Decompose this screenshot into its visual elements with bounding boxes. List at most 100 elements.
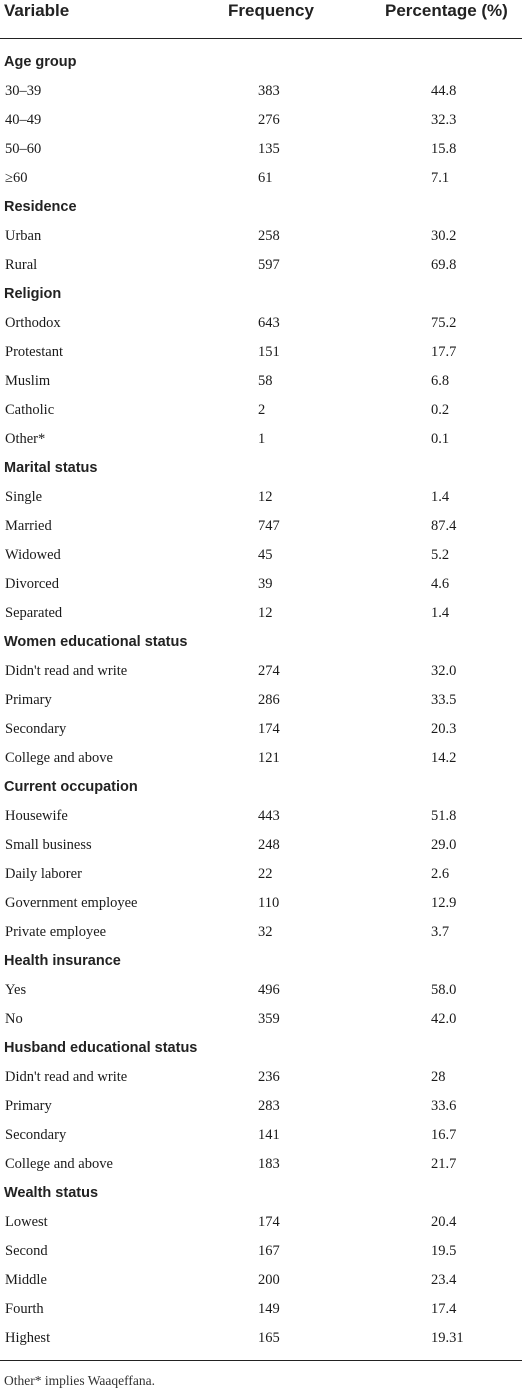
table-row: Secondary 141 16.7 [0,1122,522,1151]
percentage-cell: 32.3 [431,112,457,128]
frequency-cell: 1 [258,431,266,447]
frequency-cell: 45 [258,547,273,563]
row-label: Protestant [5,344,63,360]
row-label: Fourth [5,1301,44,1317]
header-percentage: Percentage (%) [385,1,508,20]
table-row: Urban 258 30.2 [0,223,522,252]
row-label: College and above [5,1156,113,1172]
percentage-cell: 6.8 [431,373,450,389]
table-row: College and above 121 14.2 [0,745,522,774]
table-row: Married 747 87.4 [0,513,522,542]
frequency-cell: 236 [258,1069,280,1085]
group-header-row: Residence [0,194,522,223]
table-row: ≥60 61 7.1 [0,165,522,194]
row-label: Orthodox [5,315,61,331]
row-label: Primary [5,1098,52,1114]
percentage-cell: 51.8 [431,808,457,824]
table-row: Separated 12 1.4 [0,600,522,629]
frequency-cell: 165 [258,1330,280,1346]
percentage-cell: 1.4 [431,489,450,505]
row-label: College and above [5,750,113,766]
table-header: Variable Frequency Percentage (%) [0,0,522,39]
group-label: Marital status [4,460,98,476]
row-label: Urban [5,228,42,244]
frequency-cell: 12 [258,489,273,505]
group-header-row: Age group [0,49,522,78]
frequency-cell: 174 [258,721,280,737]
header-variable: Variable [4,1,70,20]
row-label: Widowed [5,547,61,563]
row-label: No [5,1011,23,1027]
header-frequency: Frequency [228,1,314,20]
row-label: Second [5,1243,48,1259]
table-row: Rural 597 69.8 [0,252,522,281]
percentage-cell: 1.4 [431,605,450,621]
percentage-cell: 3.7 [431,924,450,940]
row-label: 40–49 [5,112,42,128]
frequency-cell: 248 [258,837,280,853]
table-row: Small business 248 29.0 [0,832,522,861]
frequency-cell: 200 [258,1272,280,1288]
table-row: Didn't read and write 236 28 [0,1064,522,1093]
percentage-cell: 44.8 [431,83,457,99]
frequency-cell: 276 [258,112,280,128]
table-row: Yes 496 58.0 [0,977,522,1006]
row-label: Housewife [5,808,68,824]
row-label: Separated [5,605,63,621]
frequency-cell: 283 [258,1098,280,1114]
frequency-cell: 32 [258,924,273,940]
frequency-cell: 274 [258,663,280,679]
percentage-cell: 17.4 [431,1301,457,1317]
row-label: Private employee [5,924,107,940]
table-row: Daily laborer 22 2.6 [0,861,522,890]
table-row: 50–60 135 15.8 [0,136,522,165]
row-label: Daily laborer [5,866,82,882]
table-row: Primary 286 33.5 [0,687,522,716]
frequency-cell: 135 [258,141,280,157]
percentage-cell: 32.0 [431,663,457,679]
row-label: 30–39 [5,83,42,99]
frequency-cell: 496 [258,982,280,998]
row-label: Secondary [5,721,67,737]
percentage-cell: 19.31 [431,1330,464,1346]
table-row: Second 167 19.5 [0,1238,522,1267]
group-header-row: Wealth status [0,1180,522,1209]
frequency-cell: 121 [258,750,280,766]
group-label: Wealth status [4,1185,99,1201]
frequency-cell: 167 [258,1243,280,1259]
data-table: Variable Frequency Percentage (%) Age gr… [0,0,522,1361]
percentage-cell: 5.2 [431,547,450,563]
percentage-cell: 19.5 [431,1243,457,1259]
row-label: Yes [5,982,27,998]
percentage-cell: 30.2 [431,228,457,244]
table-row: Government employee 110 12.9 [0,890,522,919]
table-row: Single 12 1.4 [0,484,522,513]
frequency-cell: 258 [258,228,280,244]
group-label: Husband educational status [4,1040,198,1056]
row-label: Catholic [5,402,55,418]
frequency-cell: 141 [258,1127,280,1143]
row-label: ≥60 [5,170,28,186]
frequency-cell: 174 [258,1214,280,1230]
group-header-row: Marital status [0,455,522,484]
row-label: Single [5,489,43,505]
frequency-cell: 149 [258,1301,280,1317]
table-row: Protestant 151 17.7 [0,339,522,368]
frequency-cell: 747 [258,518,280,534]
table-row: Catholic 2 0.2 [0,397,522,426]
table-bottom-rule [0,1360,522,1361]
row-label: Lowest [5,1214,48,1230]
row-label: Divorced [5,576,59,592]
percentage-cell: 42.0 [431,1011,457,1027]
frequency-cell: 39 [258,576,273,592]
table-row: Widowed 45 5.2 [0,542,522,571]
percentage-cell: 14.2 [431,750,457,766]
group-label: Residence [4,199,77,215]
table-body: Age group 30–39 383 44.8 40–49 276 32.3 50–60 13… [0,39,522,1354]
percentage-cell: 12.9 [431,895,457,911]
frequency-cell: 383 [258,83,280,99]
group-label: Health insurance [4,953,121,969]
percentage-cell: 0.1 [431,431,450,447]
percentage-cell: 29.0 [431,837,457,853]
percentage-cell: 69.8 [431,257,457,273]
